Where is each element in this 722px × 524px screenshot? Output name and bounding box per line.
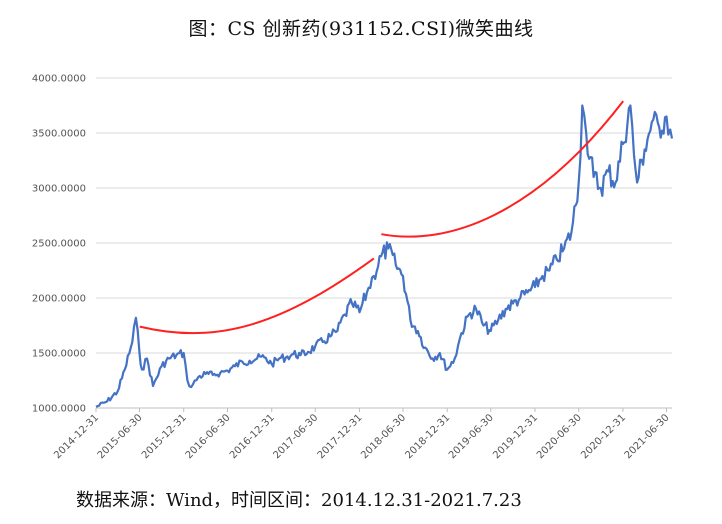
x-tick-label: 2021-06-30 — [623, 412, 672, 461]
x-tick-label: 2019-12-31 — [491, 412, 540, 461]
x-tick-labels: 2014-12-312015-06-302015-12-312016-06-30… — [52, 412, 671, 461]
x-tick-label: 2014-12-31 — [52, 412, 101, 461]
x-tick-label: 2016-12-31 — [228, 412, 277, 461]
x-tick-label: 2018-12-31 — [403, 412, 452, 461]
x-tick-label: 2016-06-30 — [184, 412, 233, 461]
annotations — [139, 100, 624, 335]
x-tick-label: 2019-06-30 — [447, 412, 496, 461]
series — [95, 104, 674, 408]
y-tick-label: 3000.0000 — [32, 184, 86, 195]
x-tick-label: 2017-12-31 — [316, 412, 365, 461]
y-tick-label: 2500.0000 — [32, 239, 86, 250]
x-tick-label: 2018-06-30 — [359, 412, 408, 461]
gridlines — [96, 77, 672, 354]
source-note: 数据来源：Wind，时间区间：2014.12.31-2021.7.23 — [76, 490, 522, 511]
smile-curve-annotation — [381, 100, 624, 238]
x-tick-label: 2015-06-30 — [96, 412, 145, 461]
y-tick-label: 4000.0000 — [32, 74, 86, 85]
x-tick-label: 2017-06-30 — [271, 412, 320, 461]
x-tick-label: 2015-12-31 — [140, 412, 189, 461]
series-line — [95, 104, 674, 408]
y-tick-label: 1500.0000 — [32, 349, 86, 360]
y-tick-labels: 1000.0000 1500.0000 2000.0000 2500.0000 3000… — [32, 74, 86, 415]
y-tick-label: 3500.0000 — [32, 129, 86, 140]
axes — [95, 407, 672, 412]
y-tick-label: 2000.0000 — [32, 294, 86, 305]
x-tick-label: 2020-12-31 — [579, 412, 628, 461]
chart-title: 图：CS 创新药(931152.CSI)微笑曲线 — [188, 18, 534, 40]
y-tick-label: 1000.0000 — [32, 404, 86, 415]
x-tick-label: 2020-06-30 — [535, 412, 584, 461]
smile-curve-annotation — [139, 257, 375, 335]
